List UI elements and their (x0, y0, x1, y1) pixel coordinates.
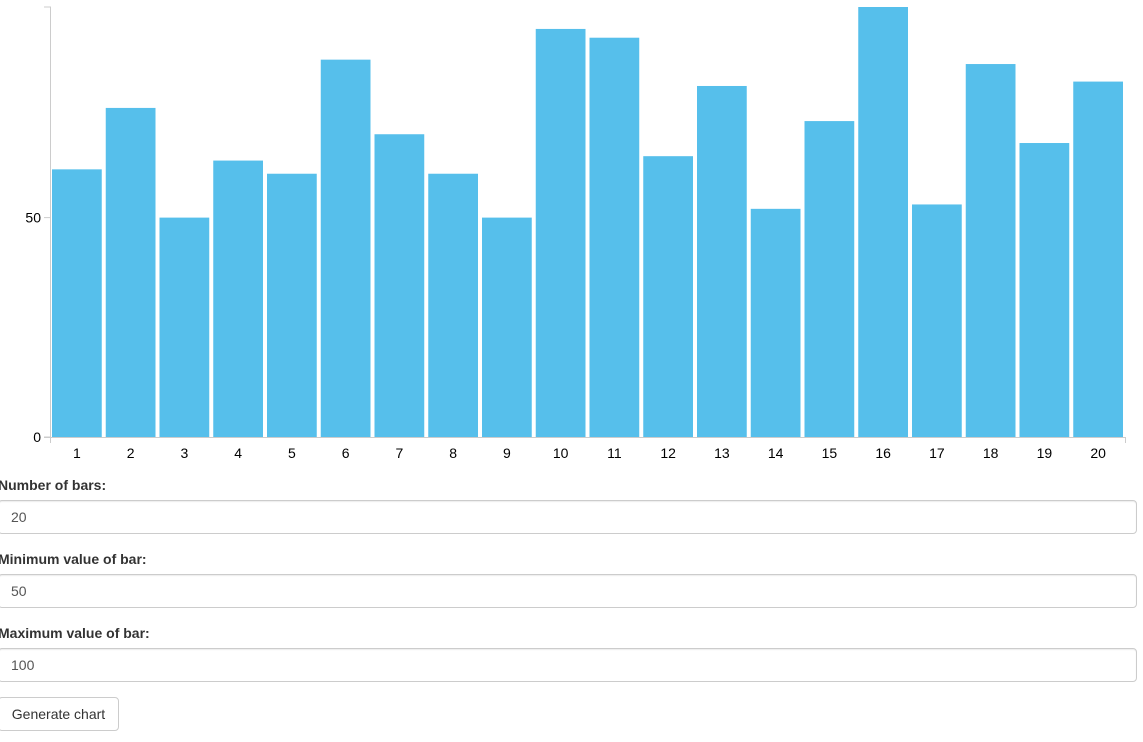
bar-8 (428, 173, 478, 438)
y-tick-label: 50 (25, 210, 41, 226)
x-tick-label: 19 (1037, 445, 1053, 461)
bar-2 (105, 107, 156, 438)
bar-16 (858, 7, 908, 437)
x-tick-label: 7 (395, 445, 403, 461)
x-tick-label: 20 (1090, 445, 1106, 461)
y-axis-line (44, 6, 51, 438)
bar-20 (1073, 81, 1123, 437)
bar-7 (374, 134, 425, 438)
generate-chart-button[interactable]: Generate chart (0, 697, 119, 731)
bar-11 (589, 37, 640, 438)
y-tick-label: 0 (33, 429, 41, 445)
x-tick-label: 10 (553, 445, 569, 461)
bar-6 (320, 59, 371, 438)
x-tick-label: 17 (929, 445, 945, 461)
x-tick-label: 9 (503, 445, 511, 461)
bars-count-label: Number of bars: (0, 477, 107, 493)
bar-13 (697, 85, 747, 437)
x-tick-label: 16 (875, 445, 891, 461)
bar-18 (965, 64, 1016, 437)
x-tick-label: 11 (607, 445, 622, 461)
x-tick-label: 12 (660, 445, 676, 461)
bar-5 (267, 173, 317, 438)
x-tick-label: 1 (73, 445, 81, 461)
bars-count-input[interactable] (0, 500, 1137, 534)
bar-15 (804, 121, 855, 437)
bar-1 (52, 169, 102, 437)
x-tick-label: 8 (449, 445, 457, 461)
bar-3 (159, 217, 210, 437)
x-tick-label: 6 (342, 445, 350, 461)
bar-4 (213, 160, 263, 437)
max-value-input[interactable] (0, 648, 1137, 682)
min-value-label: Minimum value of bar: (0, 551, 147, 567)
bar-19 (1019, 143, 1070, 437)
x-tick-label: 14 (768, 445, 784, 461)
bar-10 (535, 28, 586, 437)
x-tick-label: 3 (180, 445, 188, 461)
x-axis-line (50, 437, 1126, 443)
x-tick-label: 15 (822, 445, 838, 461)
x-tick-label: 5 (288, 445, 296, 461)
min-value-input[interactable] (0, 574, 1137, 608)
bars (52, 7, 1123, 438)
bar-12 (643, 156, 693, 437)
x-tick-label: 18 (983, 445, 999, 461)
x-tick-label: 13 (714, 445, 730, 461)
x-tick-label: 2 (127, 445, 135, 461)
bar-14 (750, 208, 801, 437)
max-value-label: Maximum value of bar: (0, 625, 150, 641)
bar-17 (912, 204, 962, 437)
x-tick-label: 4 (234, 445, 242, 461)
bar-9 (482, 217, 532, 437)
